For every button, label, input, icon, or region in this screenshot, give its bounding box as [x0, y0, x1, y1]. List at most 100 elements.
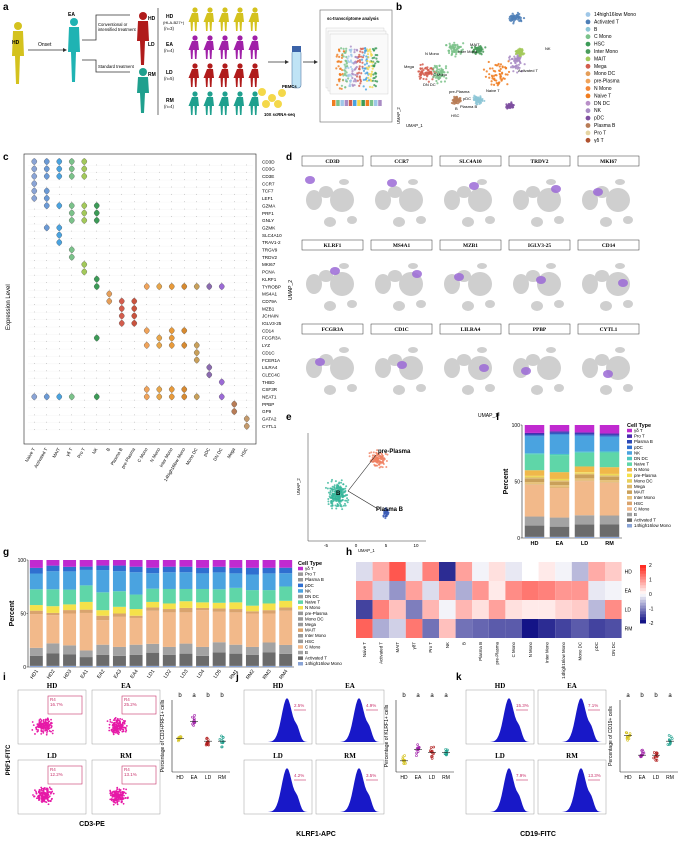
sc-dot — [358, 65, 361, 68]
bar-segment — [599, 452, 620, 468]
sc-dot — [338, 78, 341, 81]
umap-dot — [477, 48, 480, 51]
umap-dot — [454, 43, 457, 47]
sc-dot — [338, 80, 341, 83]
tube-arrow-head — [285, 60, 289, 64]
scatter-x-tick: RM — [666, 775, 674, 781]
heatmap-cell — [538, 619, 556, 638]
sc-dot — [340, 87, 343, 90]
sc-dot — [365, 55, 368, 58]
scale-tick: -1 — [649, 607, 654, 613]
x-tick-label: LD4 — [196, 669, 206, 680]
sc-dot — [375, 57, 378, 60]
e-dot-b — [326, 487, 329, 490]
legend-label: Inter Mono — [594, 49, 618, 55]
flow-dot — [106, 720, 109, 722]
scatter-point — [667, 738, 671, 741]
heatmap-cell — [389, 562, 406, 581]
sc-dot — [356, 60, 359, 63]
umap-dot — [440, 67, 443, 70]
legend-label: γδ T — [594, 138, 604, 144]
umap-dot — [440, 74, 443, 77]
umap-dot — [439, 76, 442, 80]
violin-shape — [43, 187, 50, 195]
umap-dot — [510, 17, 513, 21]
sc-bar — [340, 100, 344, 106]
flow-dot — [39, 723, 42, 726]
bar-segment — [46, 606, 60, 613]
person-body-icon — [218, 41, 229, 59]
umap-dot — [505, 106, 508, 109]
bar-segment — [524, 470, 545, 476]
e-dot-b — [344, 494, 347, 497]
e-dot-pre — [373, 463, 376, 466]
sc-dot — [363, 47, 367, 50]
feature-umap-blob — [330, 272, 354, 296]
scale-segment — [640, 617, 646, 621]
heatmap-cell — [405, 581, 423, 600]
e-dot-pre — [370, 451, 373, 454]
scatter-point — [624, 731, 628, 734]
legend-label: pre-Plasma — [634, 473, 657, 478]
flow-dot — [37, 723, 40, 726]
sc-dot — [370, 64, 373, 68]
flow-dot — [40, 719, 43, 722]
bar-segment — [574, 432, 595, 434]
gene-label: TRDV2 — [262, 255, 278, 260]
umap-dot — [456, 99, 460, 102]
legend-label: Activated T — [634, 518, 656, 523]
e-dot-b — [336, 505, 339, 508]
sc-dot — [349, 84, 352, 88]
feature-gene-title: FCGR3A — [322, 327, 344, 333]
sc-dot — [345, 74, 348, 77]
flow-dot — [37, 729, 39, 731]
flow-dot — [109, 792, 112, 795]
sc-dot — [342, 47, 345, 50]
e-dot-pre — [380, 461, 383, 464]
bar-segment — [279, 665, 293, 667]
umap-dot — [426, 66, 429, 69]
legend-label: Inter Mono — [305, 633, 327, 638]
violin-shape — [156, 341, 163, 349]
bar-segment — [574, 451, 595, 453]
heatmap-cell — [488, 619, 506, 638]
bar-segment — [146, 573, 160, 589]
flow-dot — [46, 732, 48, 734]
sc-dot — [374, 47, 377, 50]
umap-dot — [508, 106, 512, 110]
sc-bar — [357, 100, 361, 106]
sc-dot — [341, 78, 345, 81]
scale-segment — [640, 582, 646, 586]
a-group-n: (n=4) — [164, 104, 174, 109]
flow-dot — [37, 797, 40, 800]
flow-dot — [117, 796, 120, 799]
x-tick-label: RM — [605, 541, 614, 547]
gene-label: GP9 — [262, 409, 272, 414]
flow-dot — [50, 726, 53, 729]
flow-dot — [34, 789, 36, 792]
bar-segment — [574, 536, 595, 538]
violin-shape — [118, 319, 125, 327]
legend-label: NK — [594, 108, 602, 114]
histogram-pct: 7.9% — [516, 773, 526, 778]
sc-dot — [350, 68, 354, 71]
legend-swatch — [298, 589, 303, 593]
scatter-point — [428, 749, 432, 752]
bar-segment — [229, 612, 243, 645]
flow-dot — [31, 729, 34, 731]
bar-segment — [229, 644, 243, 654]
scatter-point — [655, 751, 658, 754]
bar-segment — [524, 477, 545, 479]
e-dot-pre — [376, 449, 379, 452]
e-dot-b — [330, 499, 333, 502]
flow-dot — [40, 732, 43, 735]
umap-cluster-label: pDC — [463, 96, 471, 101]
flow-dot — [124, 728, 127, 730]
flow-dot — [113, 728, 116, 731]
legend-label: Naive T — [594, 93, 611, 99]
a-group-n: (n=5) — [164, 76, 174, 81]
panel-label-e: e — [286, 412, 292, 423]
flow-dot — [109, 798, 112, 801]
flow-dot — [37, 794, 40, 797]
violin-shape — [93, 275, 100, 283]
